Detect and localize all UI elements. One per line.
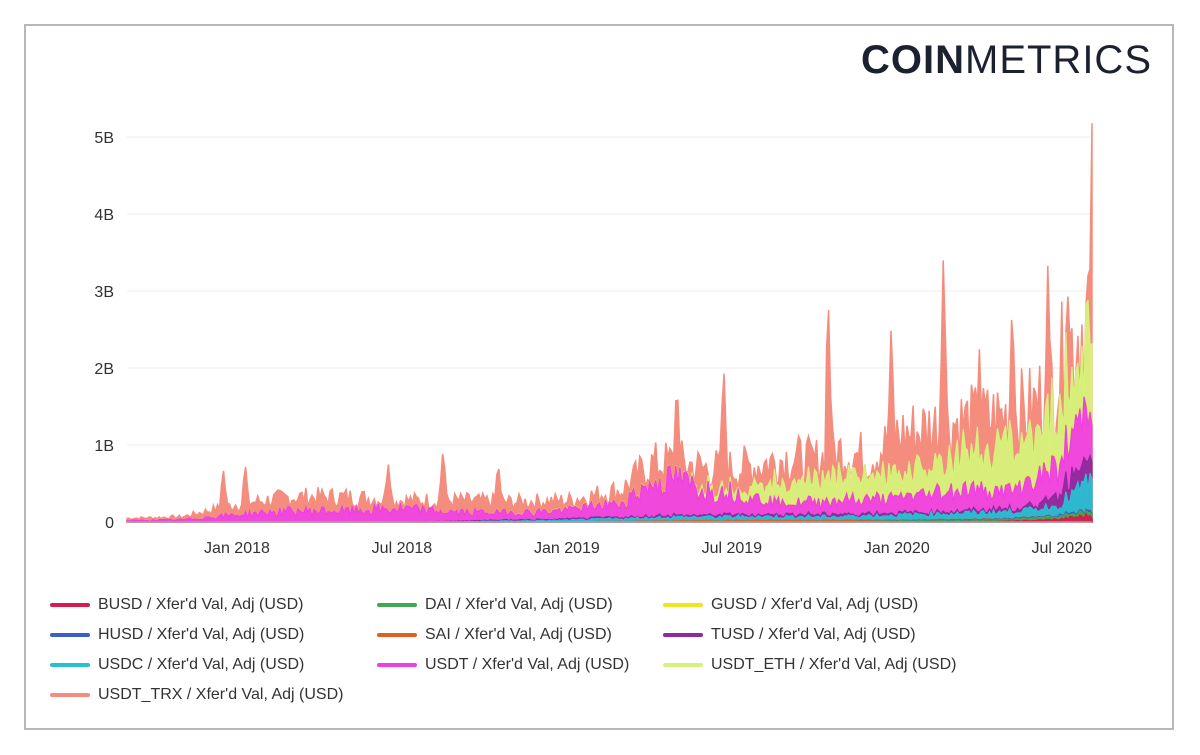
chart-frame (24, 24, 1174, 730)
legend-item[interactable]: GUSD / Xfer'd Val, Adj (USD) (663, 594, 918, 616)
legend-label: BUSD / Xfer'd Val, Adj (USD) (98, 596, 304, 613)
legend-item[interactable]: DAI / Xfer'd Val, Adj (USD) (377, 594, 613, 616)
legend-item[interactable]: TUSD / Xfer'd Val, Adj (USD) (663, 624, 916, 646)
legend-swatch (50, 603, 90, 607)
x-tick-label: Jul 2018 (372, 540, 433, 557)
legend-label: SAI / Xfer'd Val, Adj (USD) (425, 626, 612, 643)
x-tick-label: Jan 2018 (204, 540, 270, 557)
legend-item[interactable]: USDT_ETH / Xfer'd Val, Adj (USD) (663, 654, 956, 676)
legend-swatch (377, 603, 417, 607)
legend-item[interactable]: SAI / Xfer'd Val, Adj (USD) (377, 624, 612, 646)
legend-swatch (50, 693, 90, 697)
legend-label: TUSD / Xfer'd Val, Adj (USD) (711, 626, 916, 643)
x-tick-label: Jul 2020 (1032, 540, 1093, 557)
legend-label: USDT_TRX / Xfer'd Val, Adj (USD) (98, 686, 344, 703)
y-tick-label: 3B (94, 284, 114, 301)
x-tick-label: Jan 2020 (864, 540, 930, 557)
legend-label: USDC / Xfer'd Val, Adj (USD) (98, 656, 305, 673)
legend-item[interactable]: HUSD / Xfer'd Val, Adj (USD) (50, 624, 304, 646)
logo-bold-part: COIN (861, 38, 965, 82)
legend-swatch (663, 663, 703, 667)
legend-item[interactable]: USDT_TRX / Xfer'd Val, Adj (USD) (50, 684, 343, 706)
y-tick-label: 2B (94, 361, 114, 378)
legend-item[interactable]: USDC / Xfer'd Val, Adj (USD) (50, 654, 304, 676)
legend-label: HUSD / Xfer'd Val, Adj (USD) (98, 626, 305, 643)
legend-label: USDT_ETH / Xfer'd Val, Adj (USD) (711, 656, 957, 673)
y-tick-label: 4B (94, 207, 114, 224)
stacked-area-chart: 0 1B 2B 3B 4B 5B Jan 2018 Jul 2018 Jan 2019 Jul 2… (94, 123, 1093, 557)
logo-light-part: METRICS (965, 38, 1152, 82)
y-tick-label: 5B (94, 130, 114, 147)
legend-swatch (50, 633, 90, 637)
legend-label: USDT / Xfer'd Val, Adj (USD) (425, 656, 630, 673)
legend-swatch (50, 663, 90, 667)
y-tick-label: 1B (94, 438, 114, 455)
legend-item[interactable]: BUSD / Xfer'd Val, Adj (USD) (50, 594, 303, 616)
y-tick-label: 0 (105, 515, 114, 532)
x-tick-label: Jan 2019 (534, 540, 600, 557)
legend-label: DAI / Xfer'd Val, Adj (USD) (425, 596, 613, 613)
legend-swatch (663, 633, 703, 637)
legend-item[interactable]: USDT / Xfer'd Val, Adj (USD) (377, 654, 629, 676)
coinmetrics-logo: COINMETRICS (861, 40, 1152, 80)
x-tick-label: Jul 2019 (702, 540, 763, 557)
legend-swatch (663, 603, 703, 607)
legend-swatch (377, 633, 417, 637)
legend-label: GUSD / Xfer'd Val, Adj (USD) (711, 596, 919, 613)
legend-swatch (377, 663, 417, 667)
